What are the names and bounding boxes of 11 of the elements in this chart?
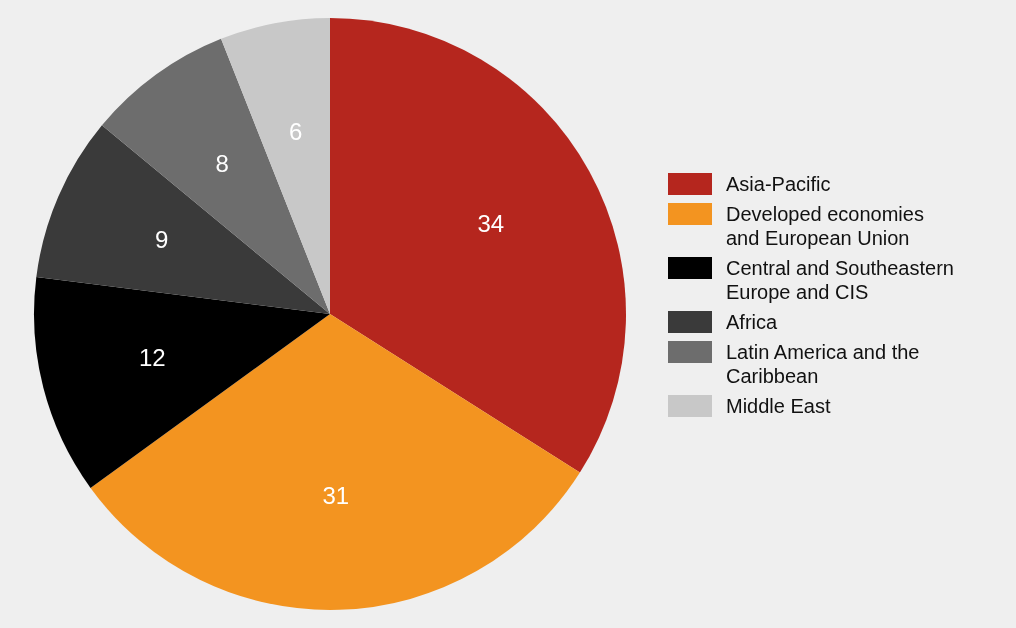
data-label: 31 [322, 482, 350, 510]
legend-label: Developed economies and European Union [726, 202, 925, 250]
data-label: 34 [477, 210, 505, 238]
legend-label: Central and Southeastern Europe and CIS [726, 256, 955, 304]
legend-label: Latin America and the Caribbean [726, 340, 921, 388]
legend-label: Asia-Pacific [726, 172, 832, 196]
legend-label: Middle East [726, 394, 832, 418]
data-label: 9 [154, 225, 169, 253]
legend-label: Africa [726, 310, 779, 334]
data-label: 8 [215, 150, 229, 178]
data-label: 12 [138, 344, 166, 372]
